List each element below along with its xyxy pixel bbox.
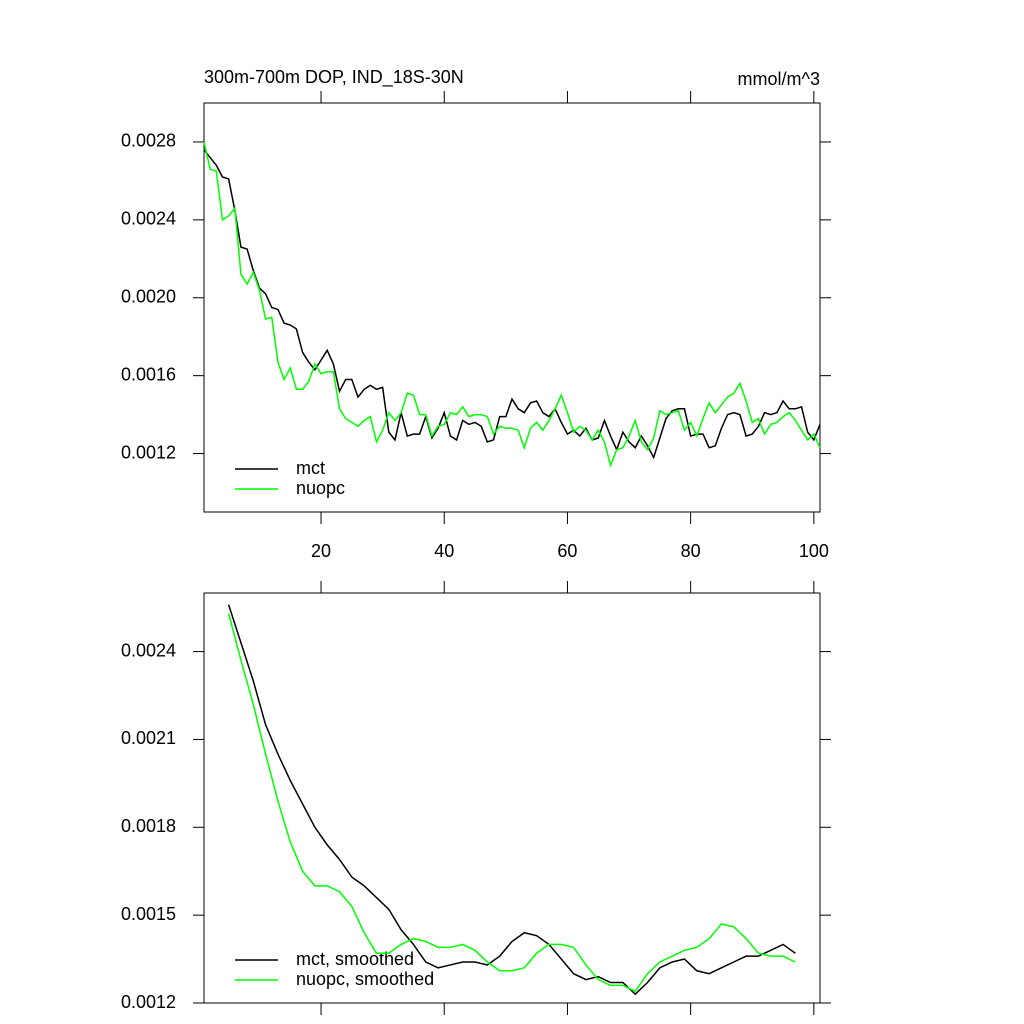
series-line [203, 141, 821, 468]
x-tick-label: 60 [557, 541, 577, 561]
plot-frame [203, 102, 821, 513]
units-label: mmol/m^3 [738, 69, 820, 89]
y-tick-label: 0.0018 [121, 816, 176, 836]
series-line [227, 604, 796, 996]
y-tick-label: 0.0012 [121, 442, 176, 462]
y-tick-label: 0.0015 [121, 904, 176, 924]
y-tick-label: 0.0024 [121, 209, 176, 229]
legend-label: nuopc, smoothed [296, 969, 434, 989]
y-tick-label: 0.0021 [121, 728, 176, 748]
y-tick-label: 0.0016 [121, 364, 176, 384]
x-tick-label: 80 [681, 541, 701, 561]
chart-title: 300m-700m DOP, IND_18S-30N [204, 67, 464, 88]
y-tick-label: 0.0012 [121, 992, 176, 1012]
series-line [203, 149, 821, 460]
y-tick-label: 0.0020 [121, 287, 176, 307]
legend-label: nuopc [296, 478, 345, 498]
y-tick-label: 0.0028 [121, 131, 176, 151]
x-tick-label: 100 [799, 541, 829, 561]
legend-label: mct, smoothed [296, 949, 414, 969]
y-tick-label: 0.0024 [121, 640, 176, 660]
x-tick-label: 20 [311, 541, 331, 561]
legend-label: mct [296, 458, 325, 478]
series-line [227, 613, 796, 993]
x-tick-label: 40 [434, 541, 454, 561]
plot-frame [203, 592, 821, 1004]
